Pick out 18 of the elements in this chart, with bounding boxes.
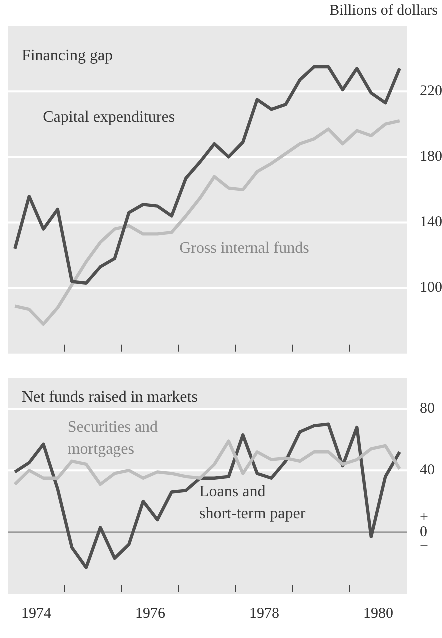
y-axis-title: Billions of dollars xyxy=(330,3,438,20)
y-tick-label: 80 xyxy=(420,400,435,417)
y-tick-label: 180 xyxy=(420,149,442,166)
y-tick-label: 100 xyxy=(420,280,442,296)
x-tick-label: 1980 xyxy=(364,606,394,622)
y-tick-label: + 0 − xyxy=(420,510,428,555)
x-tick-label: 1978 xyxy=(250,606,280,622)
y-tick-label: 220 xyxy=(420,84,442,100)
x-tick-label: 1974 xyxy=(22,606,52,622)
y-tick-label: 40 xyxy=(420,462,435,479)
text: Capital expenditures xyxy=(43,109,176,126)
series-label: Securities and mortgages xyxy=(68,418,158,458)
series-label: Gross internal funds xyxy=(180,240,310,258)
text: Financing gap xyxy=(22,48,114,65)
y-tick-label: 140 xyxy=(420,214,442,231)
series-label: Loans and short-term paper xyxy=(200,484,306,523)
x-tick-label: 1976 xyxy=(136,606,166,622)
text: Net funds raised in markets xyxy=(22,388,198,406)
